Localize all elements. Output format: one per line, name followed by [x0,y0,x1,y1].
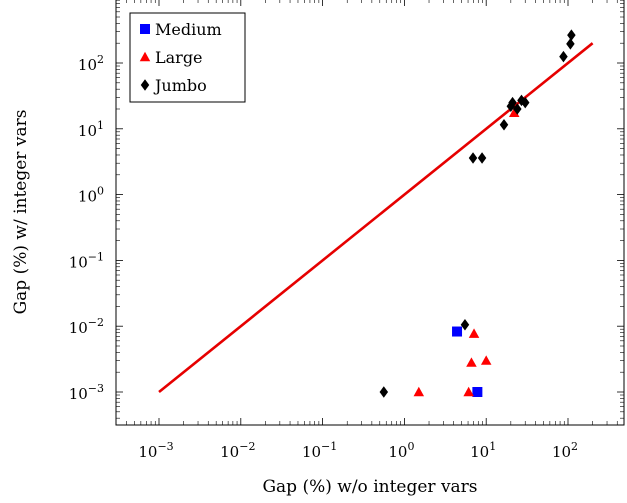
data-point-jumbo [379,386,389,398]
y-tick-label: 101 [78,119,104,140]
legend-marker-jumbo [140,79,150,91]
legend-marker-large [139,51,151,62]
data-point-jumbo [520,96,530,109]
data-point-jumbo [567,29,576,41]
data-point-large [463,386,474,397]
data-point-large [468,328,480,338]
legend: Medium Large Jumbo [129,12,246,103]
data-point-medium [472,387,483,397]
data-point-jumbo [566,38,575,50]
y-tick-label: 10−1 [69,250,104,271]
data-points-layer [379,29,576,398]
data-point-jumbo [460,319,470,331]
data-point-large [480,355,492,365]
data-point-jumbo [468,152,478,164]
plot-frame [115,0,625,426]
data-point-large [508,107,520,118]
x-tick-label: 101 [470,440,496,461]
data-point-jumbo [559,50,568,63]
x-tick-label: 10−1 [302,440,337,461]
x-axis-label: Gap (%) w/o integer vars [262,477,477,497]
legend-label-jumbo: Jumbo [153,76,207,95]
data-point-large [466,357,477,367]
y-tick-label: 102 [78,53,104,74]
legend-marker-medium [140,24,150,34]
axis-ticks-layer: 10−3 10−2 10−1 100 101 102 10−3 10−2 10−1 100 101 1… [69,0,624,461]
x-tick-label: 10−3 [138,440,173,461]
data-point-large [413,386,425,397]
y-tick-label: 10−3 [69,382,104,403]
y-tick-label: 10−2 [69,316,104,337]
x-tick-label: 100 [388,440,414,461]
data-point-jumbo [506,100,516,113]
data-point-jumbo [508,96,517,109]
legend-label-large: Large [155,48,203,67]
data-point-jumbo [513,103,522,115]
y-axis-label: Gap (%) w/ integer vars [11,110,31,315]
data-point-jumbo [477,152,487,164]
data-point-jumbo [499,119,509,131]
x-tick-label: 102 [552,440,578,461]
y-tick-label: 100 [78,185,104,206]
x-tick-label: 10−2 [220,440,255,461]
legend-label-medium: Medium [155,20,222,39]
data-point-medium [452,326,463,337]
